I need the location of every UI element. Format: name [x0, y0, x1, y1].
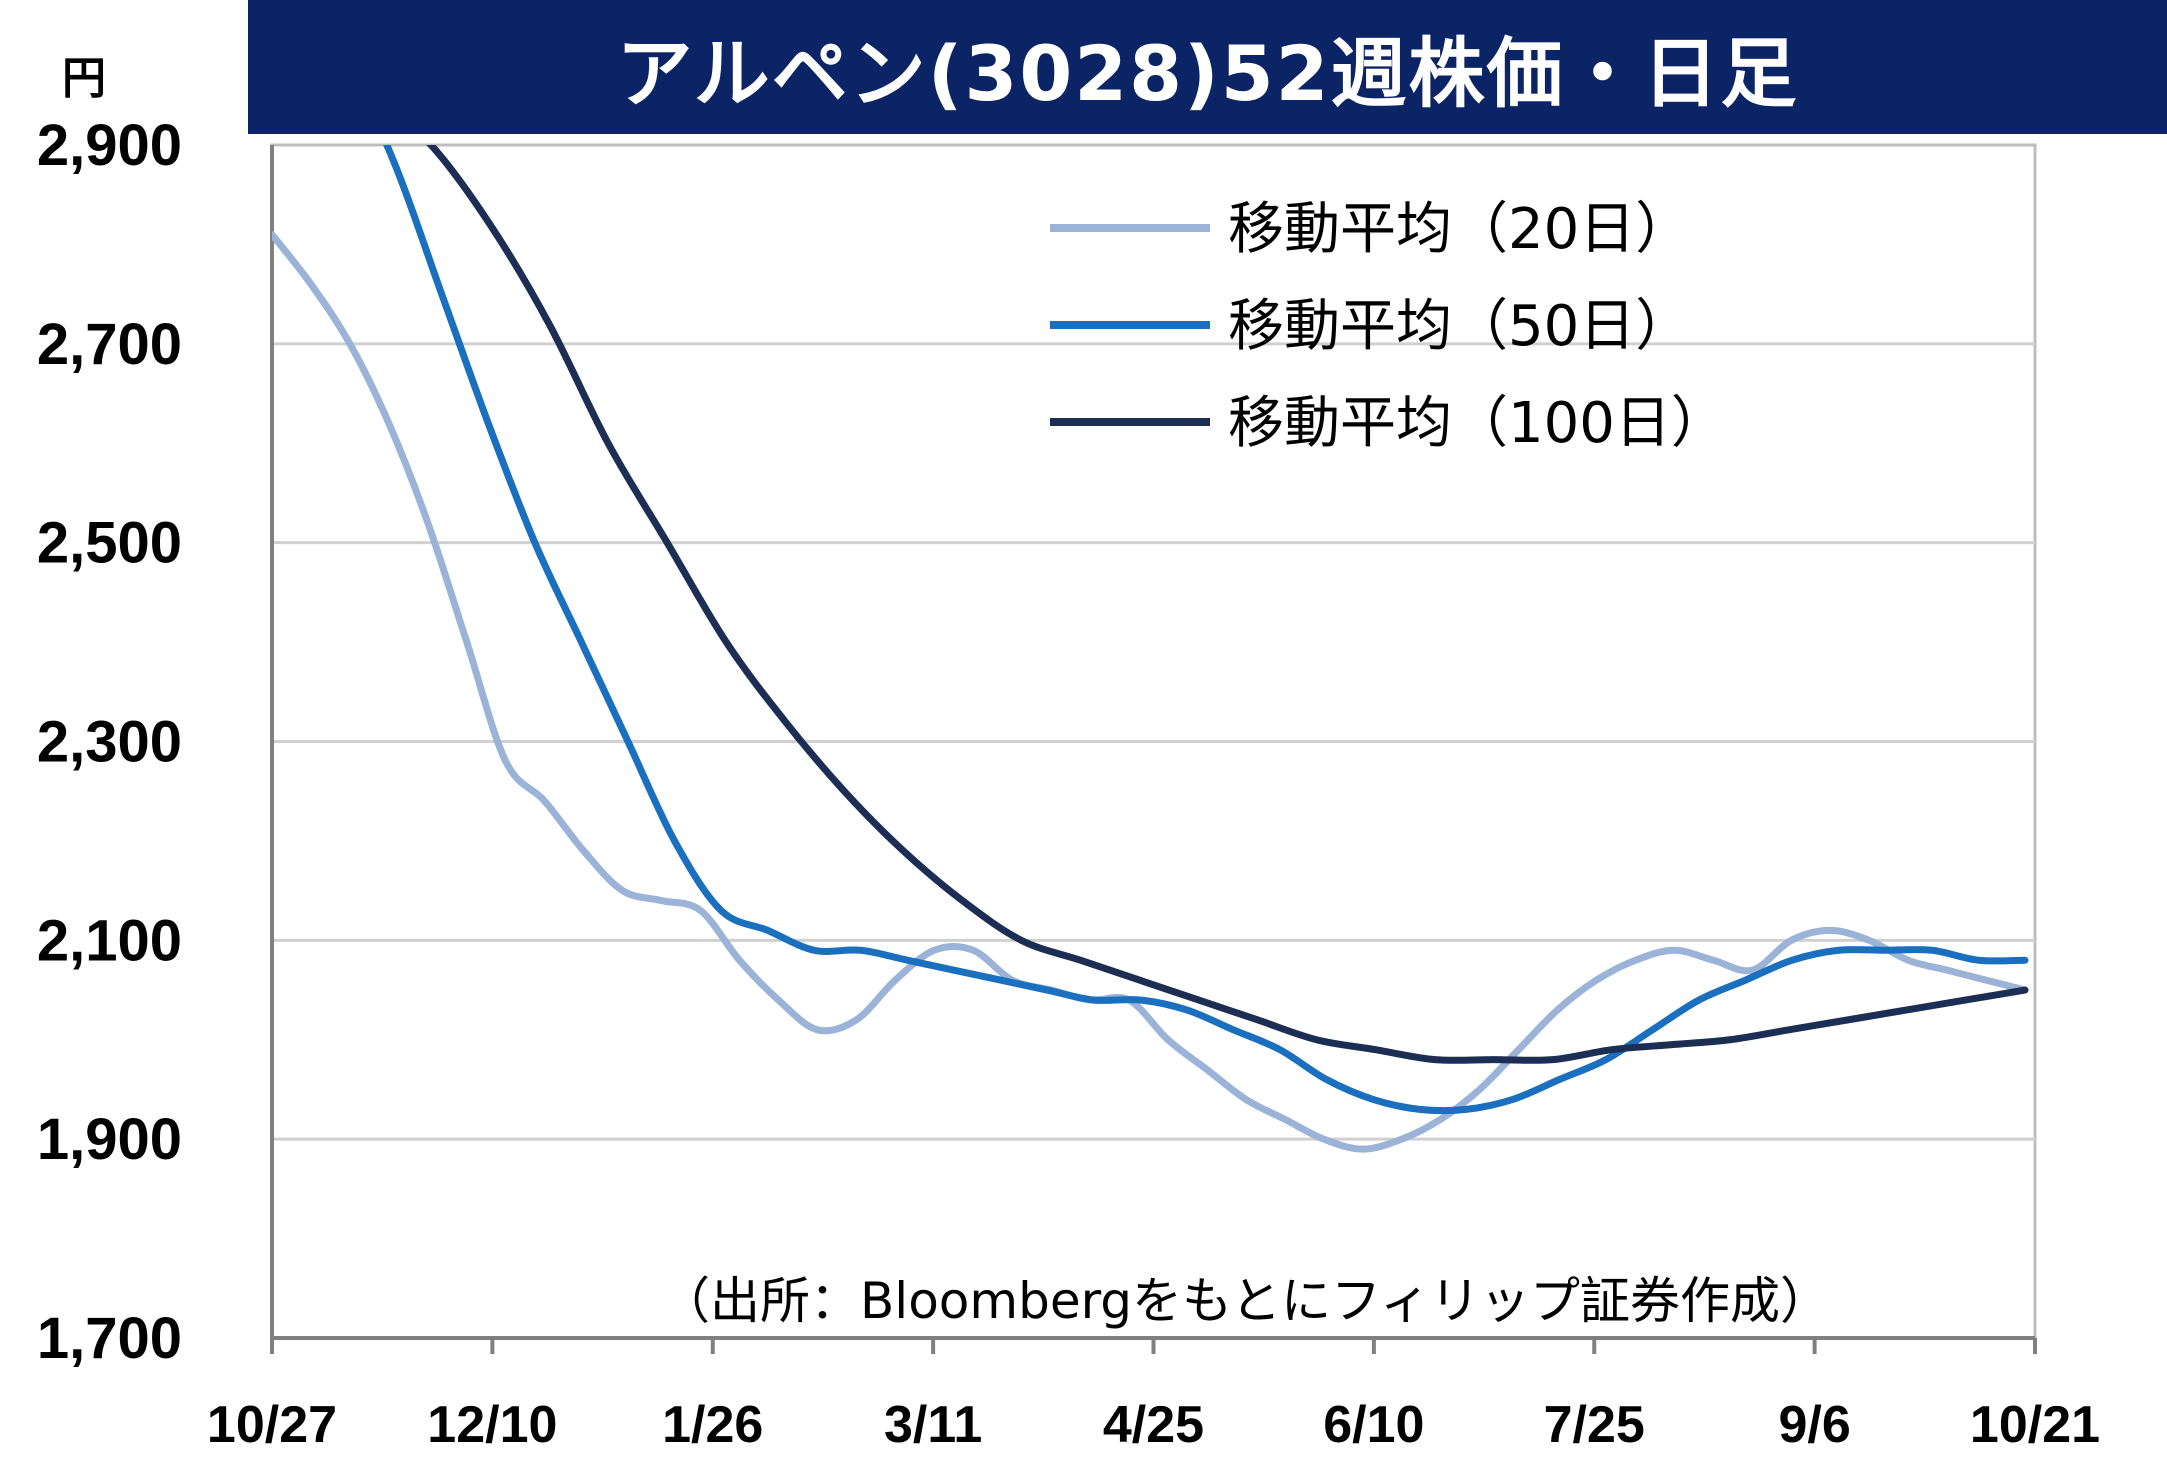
x-tick-label: 3/11	[884, 1396, 982, 1454]
y-tick-label: 2,700	[37, 312, 182, 377]
x-tick-label: 10/27	[207, 1396, 337, 1454]
x-tick-label: 12/10	[427, 1396, 557, 1454]
y-tick-label: 2,500	[37, 511, 182, 576]
x-tick-label: 7/25	[1544, 1396, 1645, 1454]
x-tick-label: 1/26	[662, 1396, 763, 1454]
chart-title: アルペン(3028)52週株価・日足	[248, 0, 2167, 134]
x-tick-label: 4/25	[1103, 1396, 1204, 1454]
legend-label-2: 移動平均（100日）	[1228, 391, 1727, 456]
series-line-1	[383, 145, 2029, 1115]
x-tick-label: 10/21	[1970, 1396, 2100, 1454]
series-line-2	[426, 145, 2029, 1064]
x-tick-label: 9/6	[1778, 1396, 1850, 1454]
y-tick-label: 2,100	[37, 908, 182, 973]
legend-label-1: 移動平均（50日）	[1228, 294, 1691, 359]
y-tick-label: 1,900	[37, 1107, 182, 1172]
legend-label-0: 移動平均（20日）	[1228, 197, 1691, 262]
series-line-0	[272, 230, 2029, 1153]
y-tick-label: 2,300	[37, 710, 182, 775]
y-tick-label: 2,900	[37, 113, 182, 178]
x-tick-label: 6/10	[1323, 1396, 1424, 1454]
y-tick-label: 1,700	[37, 1306, 182, 1371]
source-note: （出所：Bloombergをもとにフィリップ証券作成）	[660, 1272, 1830, 1330]
y-axis-unit: 円	[62, 53, 106, 104]
